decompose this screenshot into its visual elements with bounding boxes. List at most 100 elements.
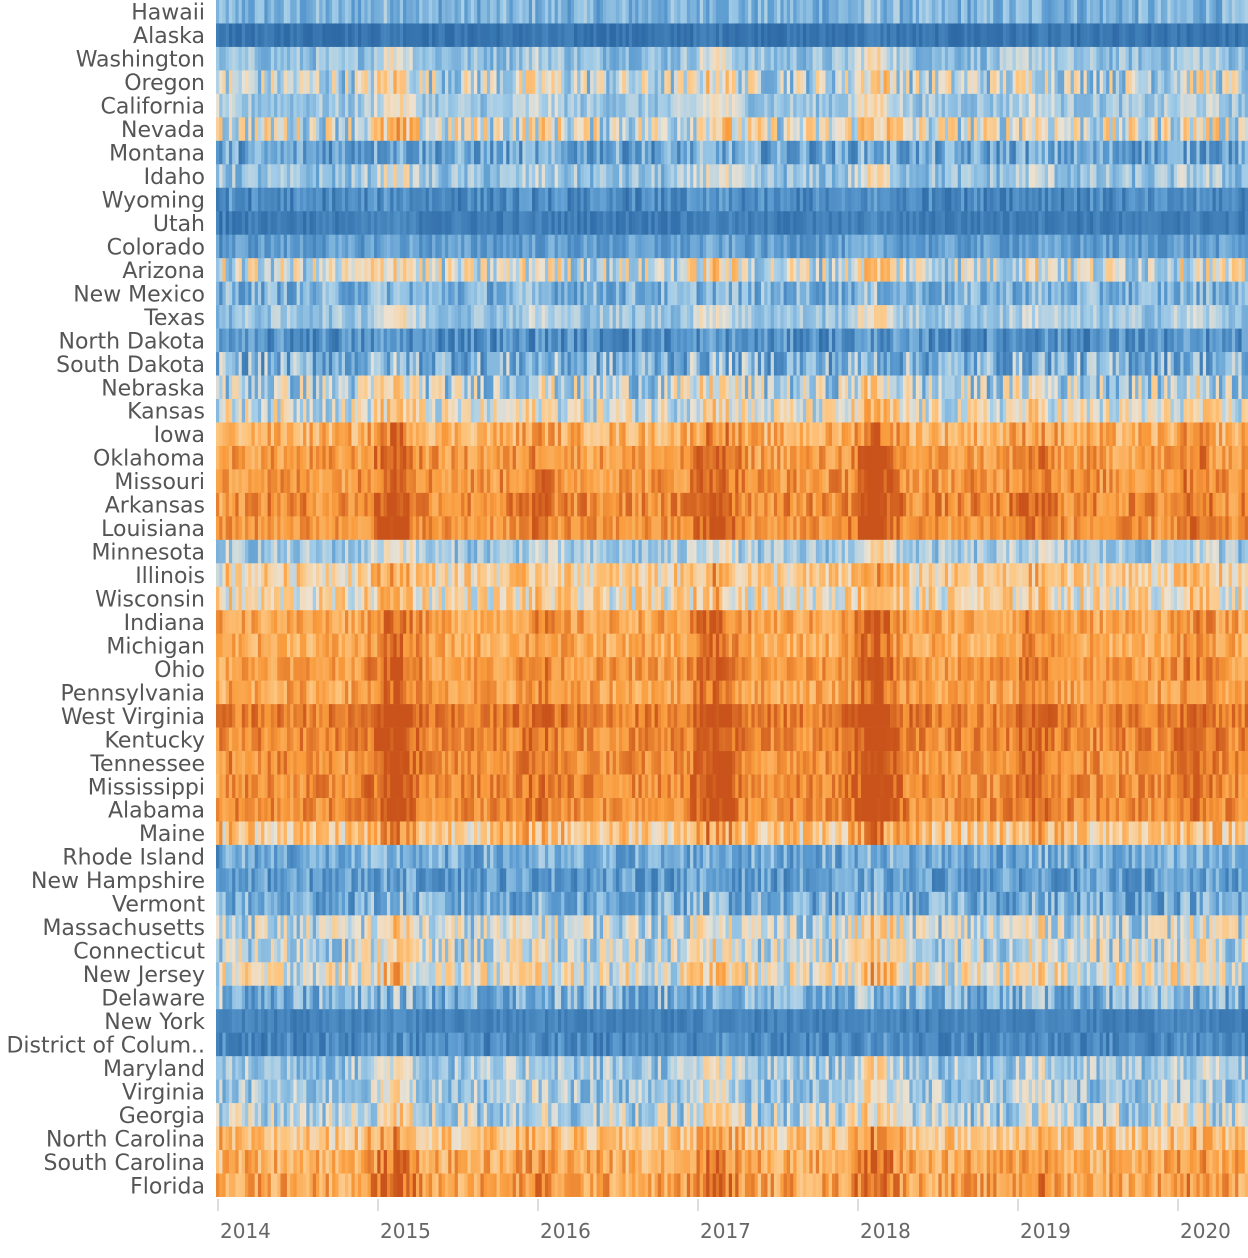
heatmap-cell <box>1028 46 1033 71</box>
heatmap-cell <box>467 0 472 24</box>
heatmap-cell <box>354 23 359 48</box>
heatmap-cell <box>367 0 372 24</box>
heatmap-cell <box>1025 46 1030 71</box>
heatmap-cell <box>873 0 878 24</box>
heatmap-cell <box>1177 0 1181 24</box>
heatmap-cell <box>986 0 991 24</box>
heatmap-cell <box>741 23 746 48</box>
heatmap-cell <box>403 46 407 71</box>
heatmap-cell <box>1054 23 1059 48</box>
heatmap-cell <box>664 23 669 48</box>
heatmap-cell <box>241 0 246 24</box>
heatmap-cell <box>435 0 440 24</box>
heatmap-cell <box>1025 23 1030 48</box>
heatmap-row <box>216 211 1248 236</box>
heatmap-cell <box>409 0 414 24</box>
heatmap-cell <box>909 0 914 24</box>
heatmap-cell <box>922 46 927 71</box>
heatmap-cell <box>873 23 878 48</box>
heatmap-cell <box>835 46 840 71</box>
heatmap-cell <box>274 46 278 71</box>
heatmap-cell <box>522 46 527 71</box>
heatmap-cell <box>551 0 556 24</box>
heatmap-cell <box>928 0 933 24</box>
heatmap-cell <box>1189 23 1194 48</box>
heatmap-cell <box>535 46 540 71</box>
heatmap-cell <box>1015 0 1020 24</box>
heatmap-cell <box>896 46 901 71</box>
heatmap-cell <box>815 46 820 71</box>
heatmap-cell <box>812 0 817 24</box>
heatmap-cell <box>941 46 946 71</box>
heatmap-cell <box>403 23 407 48</box>
heatmap-cell <box>754 46 759 71</box>
heatmap-cell <box>999 0 1004 24</box>
heatmap-cell <box>277 0 282 24</box>
heatmap-cell <box>319 46 324 71</box>
heatmap-cell <box>615 23 620 48</box>
heatmap-cell <box>1170 23 1175 48</box>
heatmap-cell <box>880 0 885 24</box>
heatmap-cell <box>544 46 549 71</box>
heatmap-cell <box>1112 46 1117 71</box>
heatmap-cell <box>970 23 975 48</box>
heatmap-cell <box>851 23 856 48</box>
heatmap-cell <box>657 0 662 24</box>
heatmap-cell <box>467 46 472 71</box>
heatmap-cell <box>470 23 475 48</box>
heatmap-cell <box>506 0 511 24</box>
heatmap-cell <box>593 46 598 71</box>
heatmap-cell <box>764 0 769 24</box>
heatmap-cell <box>335 0 340 24</box>
heatmap-cell <box>1006 0 1010 24</box>
heatmap-cell <box>464 0 469 24</box>
heatmap-cell <box>680 46 685 71</box>
heatmap-cell <box>667 0 672 24</box>
heatmap-cell <box>377 23 382 48</box>
heatmap-cell <box>261 0 265 24</box>
heatmap-cell <box>622 46 627 71</box>
heatmap-cell <box>1222 23 1227 48</box>
heatmap-cell <box>990 23 994 48</box>
heatmap-cell <box>264 0 269 24</box>
heatmap-cell <box>544 0 549 24</box>
heatmap-cell <box>699 46 704 71</box>
heatmap-cell <box>799 46 804 71</box>
heatmap-cell <box>1119 46 1123 71</box>
heatmap-cell <box>951 46 956 71</box>
heatmap-cell <box>351 46 356 71</box>
heatmap-cell <box>419 0 424 24</box>
heatmap-cell <box>303 23 307 48</box>
heatmap-cell <box>1031 0 1036 24</box>
heatmap-cell <box>899 23 904 48</box>
heatmap-cell <box>257 23 262 48</box>
heatmap-cell <box>1202 23 1207 48</box>
heatmap-cell <box>902 46 907 71</box>
heatmap-cell <box>1106 23 1110 48</box>
heatmap-cell <box>657 46 662 71</box>
heatmap-cell <box>1154 0 1159 24</box>
heatmap-cell <box>948 23 952 48</box>
heatmap-cell <box>1225 0 1230 24</box>
heatmap-cell <box>235 46 240 71</box>
heatmap-cell <box>586 0 591 24</box>
heatmap-cell <box>628 23 633 48</box>
heatmap-cell <box>938 23 943 48</box>
heatmap-cell <box>399 0 404 24</box>
heatmap-cell <box>396 46 401 71</box>
heatmap-cell <box>1067 0 1072 24</box>
heatmap-cell <box>1209 0 1214 24</box>
heatmap-cell <box>1122 46 1127 71</box>
heatmap-cell <box>1006 46 1010 71</box>
heatmap-cell <box>686 23 691 48</box>
heatmap-cell <box>1031 23 1036 48</box>
heatmap-cell <box>796 23 801 48</box>
heatmap-cell <box>880 46 885 71</box>
heatmap-cell <box>719 0 723 24</box>
heatmap-cell <box>490 23 494 48</box>
heatmap-cell <box>461 23 465 48</box>
heatmap-cell <box>1125 23 1130 48</box>
heatmap-cell <box>809 0 814 24</box>
heatmap-cell <box>216 0 220 24</box>
heatmap-cell <box>1186 23 1191 48</box>
